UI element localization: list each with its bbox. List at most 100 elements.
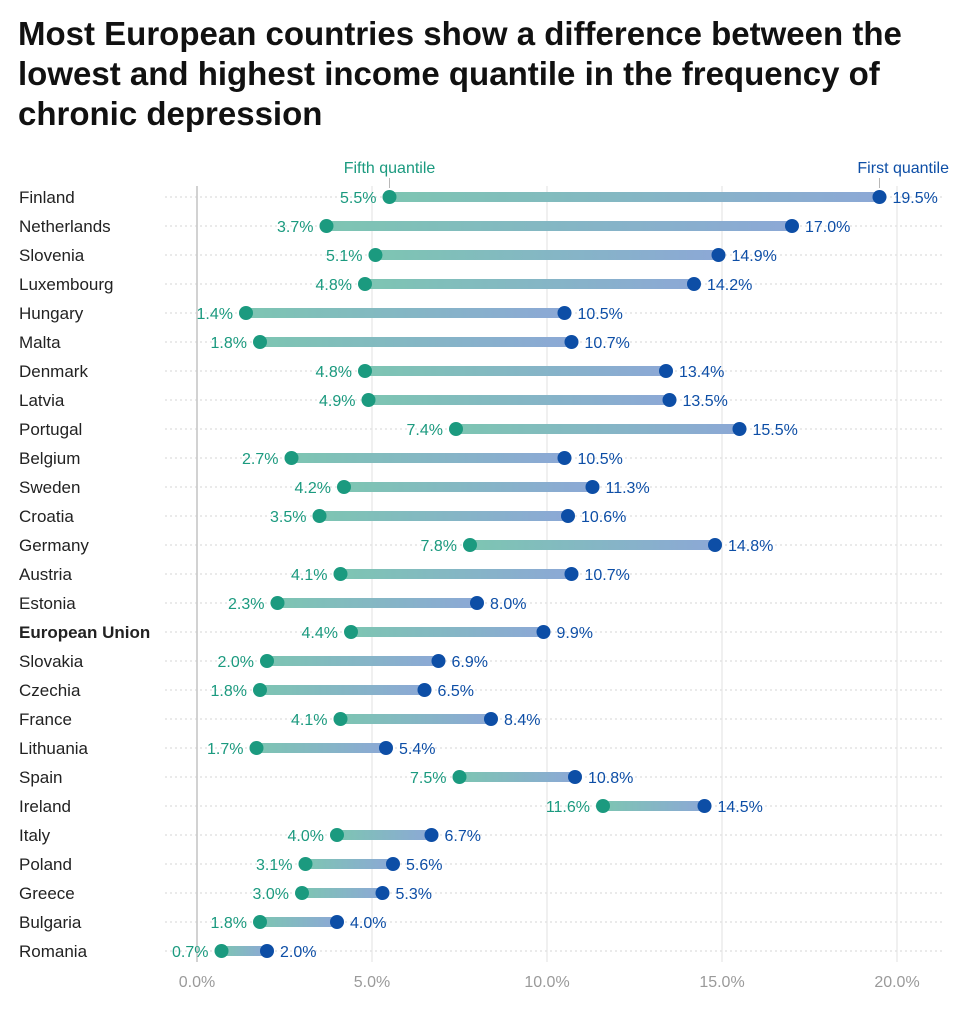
dumbbell-bar	[319, 511, 568, 521]
dumbbell-bar	[291, 453, 565, 463]
dumbbell-bar	[389, 192, 880, 202]
country-label: Estonia	[19, 594, 76, 613]
chart-title: Most European countries show a differenc…	[18, 15, 902, 132]
country-label: Spain	[19, 768, 62, 787]
fifth-value-label: 4.1%	[291, 567, 327, 584]
fifth-quantile-dot	[337, 480, 351, 494]
country-label: Czechia	[19, 681, 81, 700]
country-label: Denmark	[19, 362, 88, 381]
fifth-quantile-dot	[333, 712, 348, 726]
first-quantile-dot	[557, 451, 572, 465]
first-value-label: 11.3%	[606, 480, 650, 497]
dumbbell-bar	[603, 801, 705, 811]
dumbbell-bar	[368, 395, 670, 405]
dumbbell-bar	[365, 366, 666, 376]
fifth-quantile-dot	[358, 364, 372, 378]
first-quantile-dot	[386, 857, 400, 871]
fifth-quantile-dot	[344, 625, 358, 639]
dumbbell-bar	[326, 221, 792, 231]
dumbbell-bar	[260, 337, 572, 347]
dumbbell-bar	[302, 888, 383, 898]
fifth-value-label: 1.4%	[197, 306, 233, 323]
fifth-value-label: 3.5%	[270, 509, 306, 526]
country-label: Portugal	[19, 420, 82, 439]
fifth-quantile-dot	[253, 915, 267, 929]
fifth-quantile-dot	[312, 509, 327, 523]
legend-first-quantile: First quantile	[857, 160, 949, 177]
fifth-quantile-dot	[319, 219, 334, 233]
x-tick-label: 0.0%	[179, 974, 215, 991]
first-quantile-dot	[557, 306, 572, 320]
country-label: Greece	[19, 884, 75, 903]
country-label: Belgium	[19, 449, 80, 468]
first-quantile-dot	[417, 683, 432, 697]
fifth-value-label: 11.6%	[546, 799, 590, 816]
fifth-quantile-dot	[382, 190, 397, 204]
first-value-label: 5.3%	[396, 886, 432, 903]
first-value-label: 8.4%	[504, 712, 540, 729]
first-quantile-dot	[379, 741, 393, 755]
x-tick-label: 5.0%	[354, 974, 390, 991]
fifth-value-label: 1.7%	[207, 741, 243, 758]
first-quantile-dot	[470, 596, 484, 610]
first-quantile-dot	[872, 190, 887, 204]
dumbbell-bar	[456, 424, 740, 434]
fifth-value-label: 1.8%	[211, 915, 247, 932]
country-label: Sweden	[19, 478, 80, 497]
country-label: Bulgaria	[19, 913, 82, 932]
first-quantile-dot	[568, 770, 582, 784]
first-quantile-dot	[564, 567, 579, 581]
dumbbell-bar	[260, 685, 425, 695]
x-tick-label: 10.0%	[524, 974, 569, 991]
first-quantile-dot	[330, 915, 344, 929]
x-tick-label: 20.0%	[874, 974, 919, 991]
first-quantile-dot	[711, 248, 726, 262]
fifth-value-label: 5.1%	[326, 248, 362, 265]
fifth-value-label: 7.5%	[410, 770, 446, 787]
dumbbell-bar	[305, 859, 393, 869]
fifth-quantile-dot	[358, 277, 372, 291]
first-value-label: 9.9%	[557, 625, 593, 642]
first-value-label: 10.5%	[578, 451, 623, 468]
fifth-quantile-dot	[270, 596, 285, 610]
country-label: Croatia	[19, 507, 74, 526]
fifth-quantile-dot	[368, 248, 383, 262]
fifth-quantile-dot	[253, 683, 267, 697]
fifth-quantile-dot	[596, 799, 610, 813]
dumbbell-bar	[351, 627, 544, 637]
first-quantile-dot	[375, 886, 390, 900]
fifth-quantile-dot	[463, 538, 477, 552]
dumbbell-bar	[337, 830, 432, 840]
first-value-label: 14.2%	[707, 277, 752, 294]
first-quantile-dot	[659, 364, 673, 378]
country-label: European Union	[19, 623, 150, 642]
first-quantile-dot	[785, 219, 799, 233]
dumbbell-bar	[221, 946, 267, 956]
country-label: Poland	[19, 855, 72, 874]
fifth-value-label: 0.7%	[172, 944, 208, 961]
first-value-label: 6.9%	[452, 654, 488, 671]
first-value-label: 10.6%	[581, 509, 626, 526]
dumbbell-bar	[459, 772, 575, 782]
country-label: Slovakia	[19, 652, 84, 671]
dumbbell-bar	[267, 656, 439, 666]
fifth-value-label: 1.8%	[211, 335, 247, 352]
first-quantile-dot	[424, 828, 439, 842]
country-label: Austria	[19, 565, 72, 584]
first-value-label: 17.0%	[805, 219, 850, 236]
fifth-quantile-dot	[284, 451, 299, 465]
fifth-value-label: 4.9%	[319, 393, 355, 410]
fifth-quantile-dot	[295, 886, 309, 900]
first-value-label: 8.0%	[490, 596, 526, 613]
first-quantile-dot	[585, 480, 600, 494]
first-value-label: 15.5%	[753, 422, 798, 439]
first-value-label: 5.4%	[399, 741, 435, 758]
first-value-label: 13.5%	[683, 393, 728, 410]
first-value-label: 10.7%	[585, 335, 630, 352]
fifth-value-label: 4.8%	[316, 364, 352, 381]
country-label: Germany	[19, 536, 89, 555]
fifth-quantile-dot	[298, 857, 313, 871]
fifth-value-label: 4.0%	[288, 828, 324, 845]
country-label: Luxembourg	[19, 275, 114, 294]
fifth-value-label: 7.4%	[407, 422, 443, 439]
